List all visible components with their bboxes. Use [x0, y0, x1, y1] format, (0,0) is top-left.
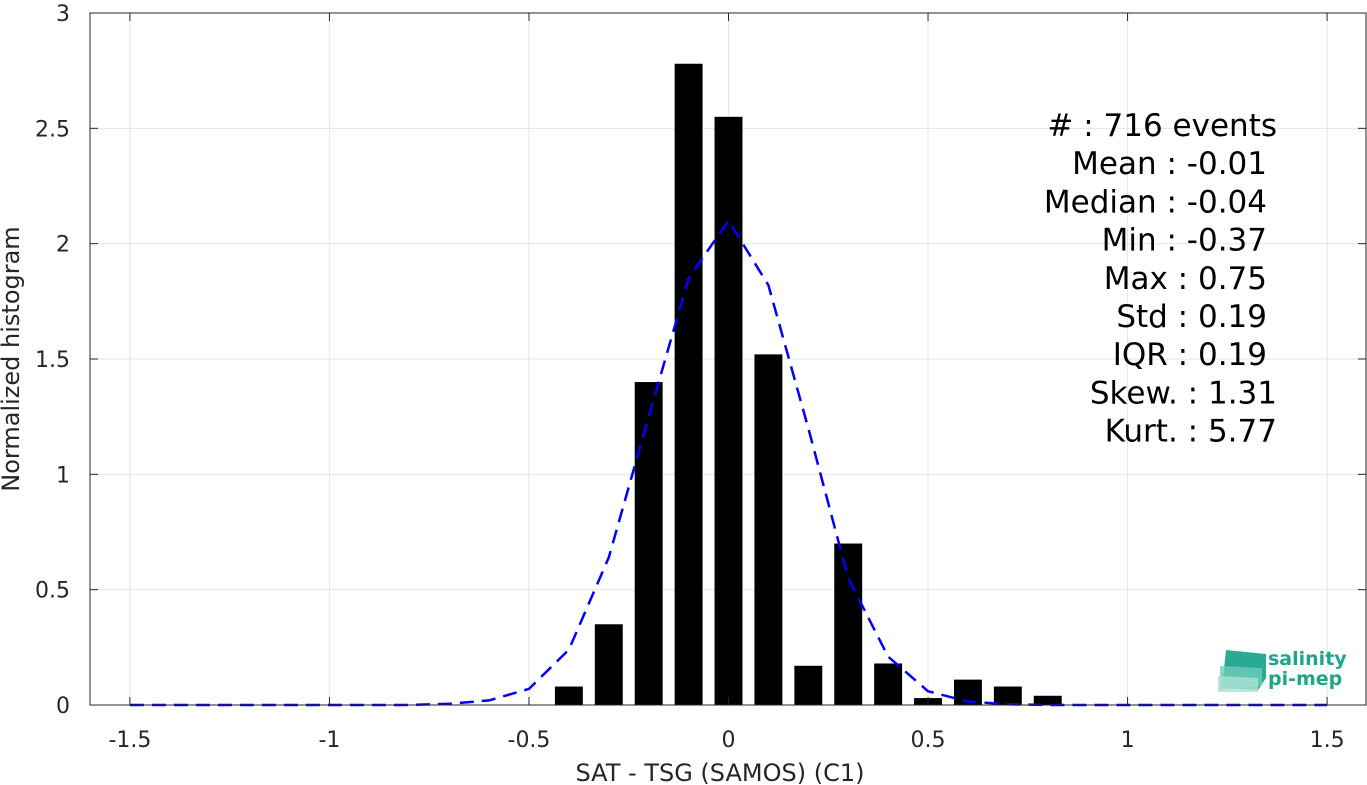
- histogram-bars: [554, 63, 1062, 706]
- logo-line2: pi-mep: [1268, 668, 1342, 690]
- histogram-bar: [794, 665, 823, 705]
- y-tick-label: 3: [56, 2, 70, 27]
- stat-line: Kurt. : 5.77: [1105, 414, 1277, 450]
- histogram-bar: [674, 63, 703, 706]
- histogram-bar: [554, 686, 583, 705]
- x-tick-label: -1: [318, 728, 340, 753]
- y-tick-label: 0: [56, 694, 70, 719]
- x-tick-label: 0.5: [911, 728, 946, 753]
- stat-line: IQR : 0.19: [1113, 337, 1267, 373]
- stat-line: Skew. : 1.31: [1090, 375, 1277, 411]
- histogram-bar: [634, 382, 663, 705]
- y-tick-label: 0.5: [35, 579, 70, 604]
- y-axis-ticks: 0 0.5 1 1.5 2 2.5 3: [35, 2, 1366, 719]
- histogram-bar: [594, 624, 623, 705]
- x-tick-label: 0: [722, 728, 736, 753]
- y-tick-label: 2.5: [35, 117, 70, 142]
- histogram-bar: [714, 116, 743, 706]
- stat-line: Max : 0.75: [1104, 261, 1267, 297]
- histogram-bar: [754, 354, 783, 705]
- stat-line: Median : -0.04: [1044, 184, 1267, 220]
- stat-line: # : 716 events: [1047, 108, 1277, 144]
- x-tick-label: -0.5: [508, 728, 551, 753]
- stat-line: Min : -0.37: [1102, 223, 1267, 259]
- logo-line1: salinity: [1268, 648, 1347, 670]
- y-tick-label: 1: [56, 463, 70, 488]
- stat-line: Mean : -0.01: [1072, 146, 1267, 182]
- y-tick-label: 2: [56, 233, 70, 258]
- histogram-bar: [1033, 695, 1062, 705]
- y-tick-label: 1.5: [35, 348, 70, 373]
- histogram-bar: [874, 663, 903, 705]
- x-tick-label: 1.5: [1310, 728, 1345, 753]
- x-axis-label: SAT - TSG (SAMOS) (C1): [576, 759, 865, 785]
- x-axis-ticks: -1.5 -1 -0.5 0 0.5 1 1.5: [108, 13, 1345, 753]
- x-tick-label: 1: [1121, 728, 1135, 753]
- x-tick-label: -1.5: [108, 728, 151, 753]
- histogram-bar: [993, 686, 1022, 705]
- stat-line: Std : 0.19: [1116, 299, 1267, 335]
- y-axis-label: Normalized histogram: [0, 226, 25, 491]
- salinity-pi-mep-logo: salinity pi-mep: [1218, 648, 1347, 692]
- histogram-bar: [834, 543, 863, 705]
